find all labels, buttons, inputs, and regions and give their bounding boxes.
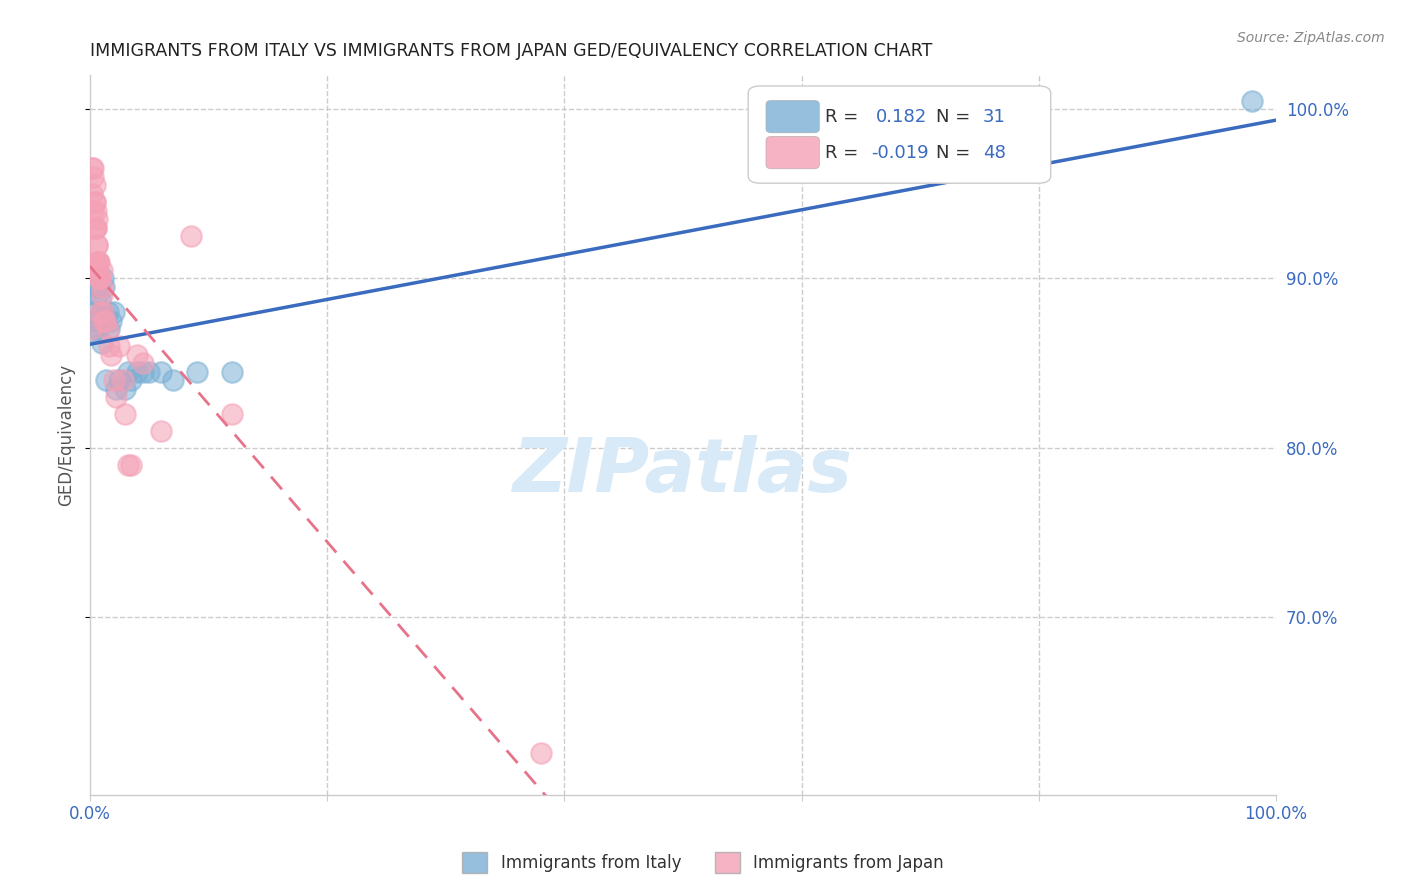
Point: [89, 254, 111, 268]
Point: [138, 365, 160, 379]
Point: [83, 305, 105, 319]
Text: R =: R =: [825, 144, 865, 162]
Point: [120, 458, 142, 472]
Point: [83, 220, 105, 235]
Point: [117, 458, 139, 472]
Y-axis label: GED/Equivalency: GED/Equivalency: [58, 364, 75, 506]
Point: [89, 305, 111, 319]
Point: [93, 314, 115, 328]
Point: [132, 356, 155, 370]
Point: [91, 271, 114, 285]
Point: [104, 390, 127, 404]
Point: [84, 203, 107, 218]
Point: [82, 161, 104, 176]
Point: [120, 373, 142, 387]
Point: [111, 373, 134, 387]
Point: [127, 348, 149, 362]
Point: [100, 348, 122, 362]
Point: [83, 178, 105, 193]
Point: [82, 161, 104, 176]
Point: [108, 339, 131, 353]
Legend: Immigrants from Italy, Immigrants from Japan: Immigrants from Italy, Immigrants from J…: [456, 846, 950, 880]
Point: [180, 229, 202, 244]
Point: [149, 365, 172, 379]
Point: [82, 169, 104, 184]
Point: [89, 280, 111, 294]
Text: -0.019: -0.019: [872, 144, 929, 162]
Point: [87, 322, 110, 336]
Point: [90, 335, 112, 350]
Point: [97, 322, 120, 336]
Point: [86, 288, 108, 302]
Text: 0.182: 0.182: [876, 108, 928, 126]
Point: [104, 382, 127, 396]
Point: [84, 220, 107, 235]
Text: ZIPatlas: ZIPatlas: [513, 434, 853, 508]
Text: R =: R =: [825, 108, 865, 126]
Point: [529, 746, 551, 760]
Point: [117, 365, 139, 379]
Point: [86, 212, 108, 227]
Point: [97, 339, 120, 353]
Point: [186, 365, 208, 379]
Point: [132, 365, 155, 379]
Point: [96, 373, 118, 387]
Point: [89, 271, 111, 285]
Point: [86, 237, 108, 252]
FancyBboxPatch shape: [766, 101, 820, 133]
Point: [86, 237, 108, 252]
FancyBboxPatch shape: [748, 86, 1050, 183]
Point: [82, 314, 104, 328]
Point: [80, 322, 103, 336]
Point: [149, 424, 172, 438]
Point: [87, 254, 110, 268]
Point: [103, 373, 125, 387]
Point: [90, 305, 112, 319]
Point: [108, 373, 131, 387]
Point: [83, 195, 105, 210]
Text: IMMIGRANTS FROM ITALY VS IMMIGRANTS FROM JAPAN GED/EQUIVALENCY CORRELATION CHART: IMMIGRANTS FROM ITALY VS IMMIGRANTS FROM…: [90, 42, 932, 60]
Point: [97, 322, 120, 336]
Point: [94, 309, 117, 323]
Point: [90, 280, 112, 294]
Point: [90, 263, 112, 277]
Point: [87, 254, 110, 268]
Point: [82, 186, 104, 201]
FancyBboxPatch shape: [766, 136, 820, 169]
Text: N =: N =: [935, 144, 976, 162]
Point: [221, 365, 243, 379]
Point: [87, 254, 110, 268]
Point: [82, 203, 104, 218]
Text: 31: 31: [983, 108, 1005, 126]
Text: Source: ZipAtlas.com: Source: ZipAtlas.com: [1237, 31, 1385, 45]
Point: [114, 407, 136, 421]
Point: [90, 288, 112, 302]
Point: [114, 382, 136, 396]
Point: [83, 195, 105, 210]
Point: [87, 263, 110, 277]
Text: 48: 48: [983, 144, 1005, 162]
Point: [94, 314, 117, 328]
Text: N =: N =: [935, 108, 976, 126]
Point: [89, 271, 111, 285]
Point: [89, 271, 111, 285]
Point: [100, 314, 122, 328]
Point: [162, 373, 184, 387]
Point: [89, 292, 111, 306]
Point: [84, 280, 107, 294]
Point: [1241, 94, 1264, 108]
Point: [91, 305, 114, 319]
Point: [87, 254, 110, 268]
Point: [103, 305, 125, 319]
Point: [84, 220, 107, 235]
Point: [82, 326, 104, 340]
Point: [97, 305, 120, 319]
Point: [93, 280, 115, 294]
Point: [127, 365, 149, 379]
Point: [221, 407, 243, 421]
